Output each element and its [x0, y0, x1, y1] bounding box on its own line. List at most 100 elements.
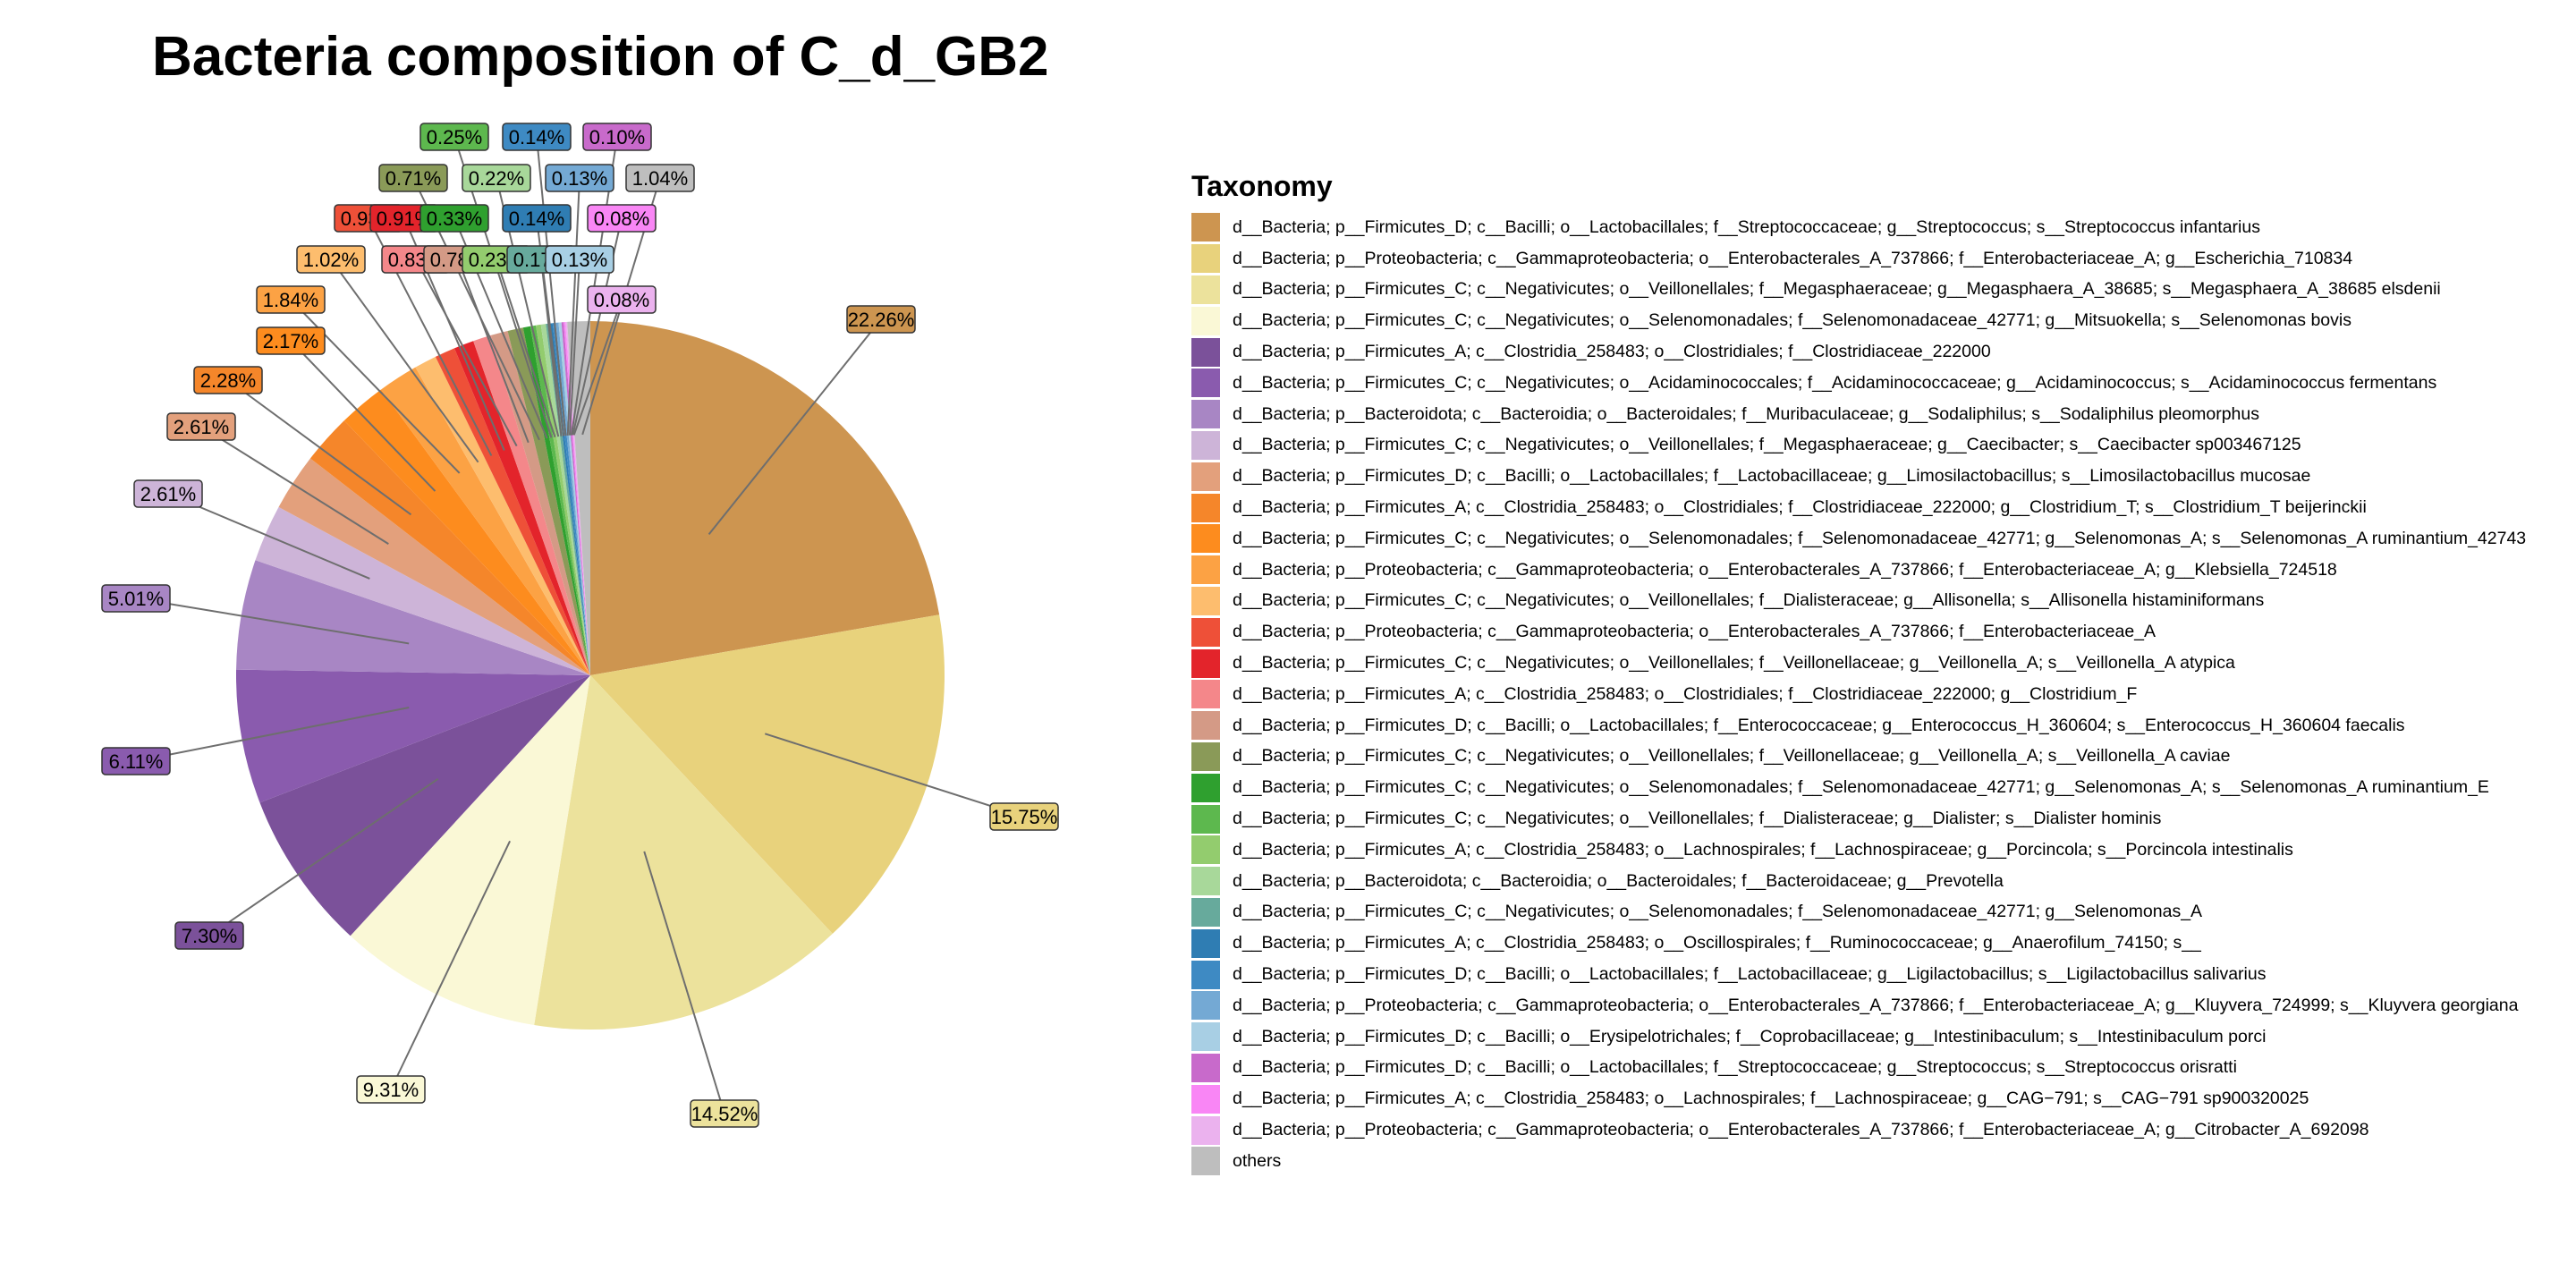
legend-item: d__Bacteria; p__Firmicutes_D; c__Bacilli… — [1191, 959, 2526, 990]
legend-item: d__Bacteria; p__Firmicutes_A; c__Clostri… — [1191, 1083, 2526, 1114]
leader-line — [457, 258, 530, 444]
label-text: 1.02% — [303, 249, 359, 271]
label-text: 0.13% — [552, 167, 607, 190]
legend-label: d__Bacteria; p__Proteobacteria; c__Gamma… — [1233, 559, 2337, 580]
label-box — [625, 164, 695, 192]
legend-title: Taxonomy — [1191, 170, 1333, 202]
legend-item: d__Bacteria; p__Firmicutes_A; c__Clostri… — [1191, 336, 2526, 368]
slice-percent-label: 0.13% — [545, 164, 614, 192]
pie-slice — [259, 675, 590, 936]
legend-swatch — [1191, 741, 1220, 771]
leader-line — [708, 318, 882, 536]
pie-slice — [236, 560, 590, 675]
pie-slice — [558, 322, 590, 675]
leader-line — [566, 177, 580, 436]
pie-slice — [567, 321, 590, 675]
label-text: 14.52% — [691, 1103, 758, 1125]
leader-line — [496, 258, 556, 437]
label-text: 6.11% — [109, 750, 164, 773]
label-text: 2.28% — [200, 369, 256, 392]
slice-percent-label: 0.71% — [378, 164, 448, 192]
pie-slice — [309, 420, 590, 675]
legend-swatch — [1191, 400, 1220, 429]
label-box — [133, 479, 203, 508]
legend-swatch — [1191, 244, 1220, 274]
legend-swatch — [1191, 337, 1220, 367]
legend-swatch — [1191, 586, 1220, 615]
pie-slice — [555, 322, 590, 675]
legend-item: d__Bacteria; p__Firmicutes_C; c__Negativ… — [1191, 648, 2526, 679]
legend-label: d__Bacteria; p__Firmicutes_D; c__Bacilli… — [1233, 1057, 2237, 1078]
label-box — [101, 747, 171, 775]
legend-label: d__Bacteria; p__Bacteroidota; c__Bactero… — [1233, 403, 2259, 424]
legend-label: d__Bacteria; p__Firmicutes_C; c__Negativ… — [1233, 902, 2203, 922]
legend-swatch — [1191, 773, 1220, 802]
legend-label: d__Bacteria; p__Firmicutes_A; c__Clostri… — [1233, 933, 2201, 953]
leader-line — [572, 299, 623, 436]
legend-item: d__Bacteria; p__Bacteroidota; c__Bactero… — [1191, 399, 2526, 430]
legend-swatch — [1191, 1084, 1220, 1114]
slice-percent-label: 0.10% — [582, 123, 652, 151]
legend-label: d__Bacteria; p__Bacteroidota; c__Bactero… — [1233, 870, 2004, 891]
legend-swatch — [1191, 1053, 1220, 1082]
leader-line — [290, 340, 436, 492]
slice-percent-label: 0.14% — [502, 204, 572, 233]
slice-percent-label: 1.02% — [296, 245, 366, 274]
leader-line — [536, 136, 567, 436]
leader-line — [167, 493, 370, 580]
legend-swatch — [1191, 680, 1220, 709]
legend-swatch — [1191, 1022, 1220, 1052]
label-text: 7.30% — [182, 925, 237, 947]
slice-percent-label: 9.31% — [356, 1075, 426, 1104]
legend-item: d__Bacteria; p__Firmicutes_A; c__Clostri… — [1191, 492, 2526, 523]
legend-swatch — [1191, 213, 1220, 242]
chart-title: Bacteria composition of C_d_GB2 — [152, 26, 1049, 88]
legend-label: d__Bacteria; p__Firmicutes_A; c__Clostri… — [1233, 342, 1991, 362]
legend-item: others — [1191, 1146, 2526, 1177]
legend-items: d__Bacteria; p__Firmicutes_D; c__Bacilli… — [1191, 212, 2526, 1177]
pie-slice — [552, 322, 590, 675]
label-text: 0.14% — [509, 208, 564, 230]
label-text: 1.04% — [632, 167, 688, 190]
label-text: 0.13% — [552, 249, 607, 271]
slice-percent-label: 14.52% — [690, 1099, 759, 1128]
label-text: 1.84% — [263, 289, 318, 311]
legend-swatch — [1191, 1115, 1220, 1145]
label-box — [545, 245, 614, 274]
slice-percent-label: 0.33% — [419, 204, 489, 233]
label-text: 0.25% — [427, 126, 482, 148]
legend-swatch — [1191, 867, 1220, 896]
legend-label: d__Bacteria; p__Firmicutes_D; c__Bacilli… — [1233, 216, 2260, 237]
label-box — [846, 305, 916, 334]
leader-line — [135, 707, 410, 762]
label-text: 2.17% — [263, 330, 318, 352]
slice-percent-label: 6.11% — [101, 747, 171, 775]
legend-item: d__Bacteria; p__Proteobacteria; c__Gamma… — [1191, 990, 2526, 1021]
label-box — [378, 164, 448, 192]
label-box — [419, 204, 489, 233]
pie-slice — [490, 330, 590, 675]
label-box — [545, 164, 614, 192]
legend-swatch — [1191, 275, 1220, 304]
legend: Taxonomy d__Bacteria; p__Firmicutes_D; c… — [1191, 170, 2526, 1177]
legend-item: d__Bacteria; p__Firmicutes_D; c__Bacilli… — [1191, 1053, 2526, 1084]
leader-line — [568, 258, 580, 436]
legend-swatch — [1191, 897, 1220, 927]
legend-label: d__Bacteria; p__Firmicutes_C; c__Negativ… — [1233, 746, 2231, 767]
slice-percent-label: 22.26% — [846, 305, 916, 334]
slice-percent-label: 0.14% — [502, 123, 572, 151]
label-box — [256, 285, 326, 314]
pie-slice — [546, 323, 590, 675]
label-box — [502, 204, 572, 233]
legend-label: d__Bacteria; p__Proteobacteria; c__Gamma… — [1233, 622, 2157, 642]
legend-swatch — [1191, 524, 1220, 554]
label-box — [166, 412, 236, 441]
label-text: 0.33% — [427, 208, 482, 230]
slice-percent-label: 7.30% — [174, 921, 244, 950]
legend-label: d__Bacteria; p__Firmicutes_A; c__Clostri… — [1233, 683, 2138, 704]
label-text: 0.08% — [594, 289, 649, 311]
slice-percent-label: 2.17% — [256, 326, 326, 355]
label-text: 9.31% — [363, 1079, 419, 1101]
legend-item: d__Bacteria; p__Proteobacteria; c__Gamma… — [1191, 616, 2526, 648]
label-box — [502, 123, 572, 151]
